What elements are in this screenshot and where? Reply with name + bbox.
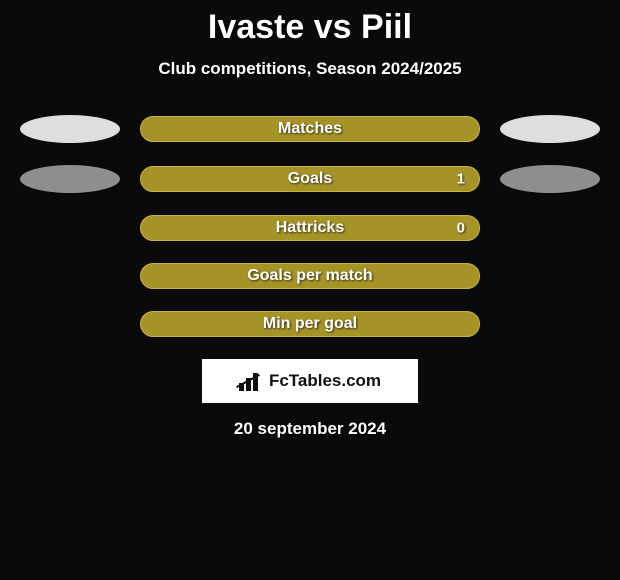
stat-label: Goals per match [247,267,372,285]
stat-bar: Goals 1 [140,166,480,192]
stat-label: Matches [278,120,342,138]
page-title: Ivaste vs Piil [0,0,620,47]
stat-bar: Matches [140,116,480,142]
stat-bar: Goals per match [140,263,480,289]
stat-bar: Hattricks 0 [140,215,480,241]
stat-row: Hattricks 0 [0,215,620,241]
left-ellipse [20,165,120,193]
chart-icon [239,371,265,391]
right-ellipse [500,115,600,143]
subtitle: Club competitions, Season 2024/2025 [0,59,620,79]
stat-label: Goals [288,170,332,188]
brand-logo: FcTables.com [202,359,418,403]
stat-bar: Min per goal [140,311,480,337]
infographic-container: Ivaste vs Piil Club competitions, Season… [0,0,620,439]
left-ellipse [20,115,120,143]
stat-label: Min per goal [263,315,357,333]
stat-row: Matches [0,115,620,143]
stat-value: 1 [457,171,465,188]
stat-row: Goals 1 [0,165,620,193]
stat-row: Min per goal [0,311,620,337]
date-text: 20 september 2024 [0,419,620,439]
stat-label: Hattricks [276,219,344,237]
stat-row: Goals per match [0,263,620,289]
stat-rows: Matches Goals 1 Hattricks 0 Goals per match Mi… [0,115,620,337]
stat-value: 0 [457,220,465,237]
brand-text: FcTables.com [269,371,381,391]
right-ellipse [500,165,600,193]
